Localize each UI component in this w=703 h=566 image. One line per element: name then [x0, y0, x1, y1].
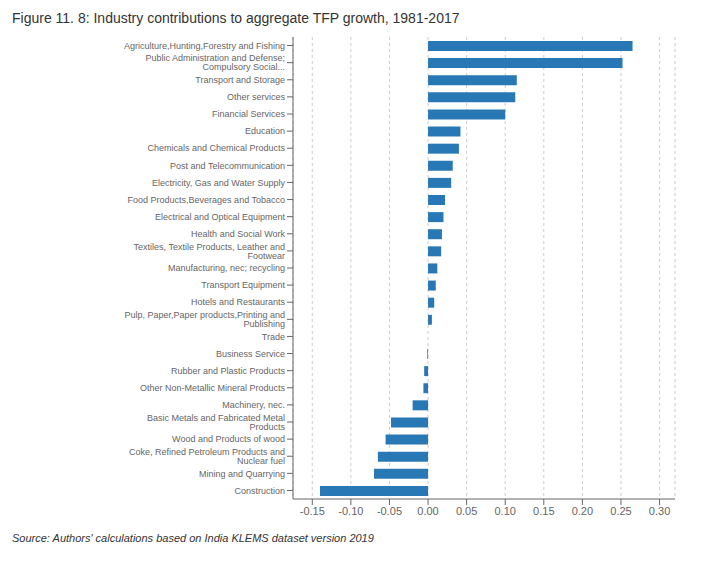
- svg-text:0.05: 0.05: [456, 505, 477, 517]
- svg-text:Transport and Storage: Transport and Storage: [195, 75, 285, 85]
- svg-text:Agriculture,Hunting,Forestry a: Agriculture,Hunting,Forestry and Fishing: [124, 41, 285, 51]
- svg-text:-0.05: -0.05: [377, 505, 402, 517]
- html-text:Source: Authors' calculations: Source: Authors' calculations based on I…: [12, 532, 374, 544]
- svg-text:Chemicals and Chemical Product: Chemicals and Chemical Products: [147, 143, 285, 153]
- svg-text:0.30: 0.30: [649, 505, 670, 517]
- svg-text:0.00: 0.00: [417, 505, 438, 517]
- svg-text:Machinery, nec.: Machinery, nec.: [222, 400, 285, 410]
- svg-text:Other services: Other services: [227, 92, 286, 102]
- svg-text:Public Administration and Defe: Public Administration and Defense;Compul…: [145, 53, 285, 72]
- svg-text:Trade: Trade: [262, 332, 285, 342]
- svg-text:Construction: Construction: [234, 486, 285, 496]
- svg-text:Electricity, Gas and Water Sup: Electricity, Gas and Water Supply: [152, 178, 286, 188]
- svg-text:Coke, Refined Petroleum Produc: Coke, Refined Petroleum Products andNucl…: [129, 447, 285, 466]
- svg-text:Electrical and Optical Equipme: Electrical and Optical Equipment: [155, 212, 286, 222]
- svg-text:-0.15: -0.15: [300, 505, 325, 517]
- svg-text:Rubber and Plastic Products: Rubber and Plastic Products: [171, 366, 286, 376]
- svg-text:0.10: 0.10: [495, 505, 516, 517]
- html-text:Figure 11. 8: Industry contrib: Figure 11. 8: Industry contributions to …: [12, 10, 460, 26]
- svg-text:Transport Equipment: Transport Equipment: [201, 280, 285, 290]
- svg-text:Basic Metals and Fabricated Me: Basic Metals and Fabricated MetalProduct…: [147, 413, 286, 432]
- svg-text:Wood and Products of wood: Wood and Products of wood: [172, 434, 285, 444]
- svg-text:0.15: 0.15: [533, 505, 554, 517]
- svg-text:Financial Services: Financial Services: [212, 109, 286, 119]
- svg-text:Food Products,Beverages and To: Food Products,Beverages and Tobacco: [128, 195, 285, 205]
- svg-text:Pulp, Paper,Paper products,Pri: Pulp, Paper,Paper products,Printing andP…: [124, 310, 285, 329]
- svg-text:-0.10: -0.10: [338, 505, 363, 517]
- svg-text:Health and Social Work: Health and Social Work: [191, 229, 285, 239]
- svg-text:Other Non-Metallic Mineral Pro: Other Non-Metallic Mineral Products: [140, 383, 286, 393]
- svg-text:Hotels and Restaurants: Hotels and Restaurants: [191, 297, 286, 307]
- svg-text:Business Service: Business Service: [216, 349, 285, 359]
- svg-text:Manufacturing, nec; recycling: Manufacturing, nec; recycling: [168, 263, 285, 273]
- svg-text:Mining and Quarrying: Mining and Quarrying: [199, 469, 285, 479]
- svg-text:Post and Telecommunication: Post and Telecommunication: [170, 161, 285, 171]
- svg-text:Textiles, Textile Products, Le: Textiles, Textile Products, Leather andF…: [134, 242, 285, 261]
- svg-text:0.25: 0.25: [610, 505, 631, 517]
- svg-text:Education: Education: [245, 126, 285, 136]
- svg-text:0.20: 0.20: [572, 505, 593, 517]
